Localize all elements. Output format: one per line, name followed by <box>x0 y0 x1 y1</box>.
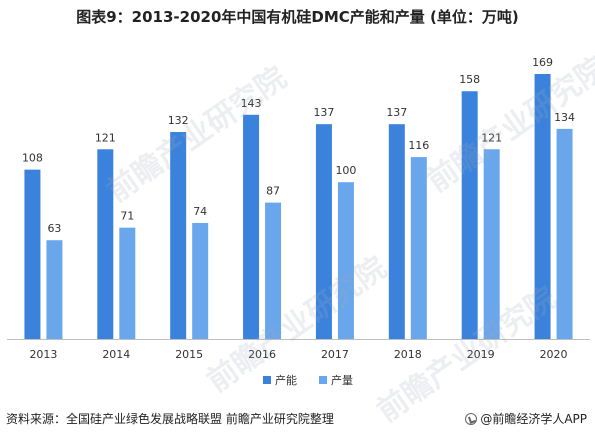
legend-label: 产量 <box>331 373 353 387</box>
x-tick-label: 2020 <box>540 348 568 361</box>
x-tick-label: 2016 <box>248 348 276 361</box>
brand-label: @前瞻经济学人APP <box>480 412 587 426</box>
data-label: 108 <box>22 152 43 165</box>
x-tick-label: 2014 <box>102 348 130 361</box>
bar-output <box>119 227 136 339</box>
source-note: 资料来源：全国硅产业绿色发展战略联盟 前瞻产业研究院整理 <box>6 412 334 426</box>
x-tick-label: 2019 <box>467 348 495 361</box>
data-label: 134 <box>554 111 575 124</box>
x-tick-label: 2015 <box>175 348 203 361</box>
data-label: 158 <box>459 73 480 86</box>
bar-output <box>265 202 282 339</box>
brand-credit: @前瞻经济学人APP <box>465 410 587 427</box>
bar-output <box>556 128 573 339</box>
x-tick-label: 2018 <box>394 348 422 361</box>
bar-output <box>337 182 354 339</box>
data-label: 100 <box>335 164 356 177</box>
legend-swatch <box>319 376 327 384</box>
x-tick-label: 2013 <box>29 348 57 361</box>
bar-capacity <box>97 149 114 339</box>
data-label: 137 <box>313 106 334 119</box>
data-label: 143 <box>241 97 262 110</box>
data-label: 87 <box>266 185 280 198</box>
data-label: 116 <box>408 139 429 152</box>
bar-output <box>483 149 500 339</box>
bar-capacity <box>170 132 187 339</box>
chart-title: 图表9：2013-2020年中国有机硅DMC产能和产量 (单位：万吨) <box>76 8 519 26</box>
bar-output <box>192 222 209 339</box>
data-label: 132 <box>168 114 189 127</box>
legend-swatch <box>263 376 271 384</box>
data-label: 74 <box>193 205 207 218</box>
data-label: 169 <box>532 56 553 69</box>
bar-capacity <box>24 169 41 339</box>
brand-logo-icon <box>465 413 478 425</box>
data-label: 121 <box>95 131 116 144</box>
bar-output <box>410 157 427 339</box>
data-label: 63 <box>47 222 61 235</box>
bar-capacity <box>534 74 551 339</box>
data-label: 137 <box>386 106 407 119</box>
bar-capacity <box>315 124 332 339</box>
data-label: 121 <box>481 131 502 144</box>
bar-capacity <box>461 91 478 339</box>
bar-capacity <box>243 114 260 340</box>
bar-output <box>46 240 63 339</box>
x-tick-label: 2017 <box>321 348 349 361</box>
legend-label: 产能 <box>275 373 297 387</box>
data-label: 71 <box>120 210 134 223</box>
bar-capacity <box>388 124 405 339</box>
